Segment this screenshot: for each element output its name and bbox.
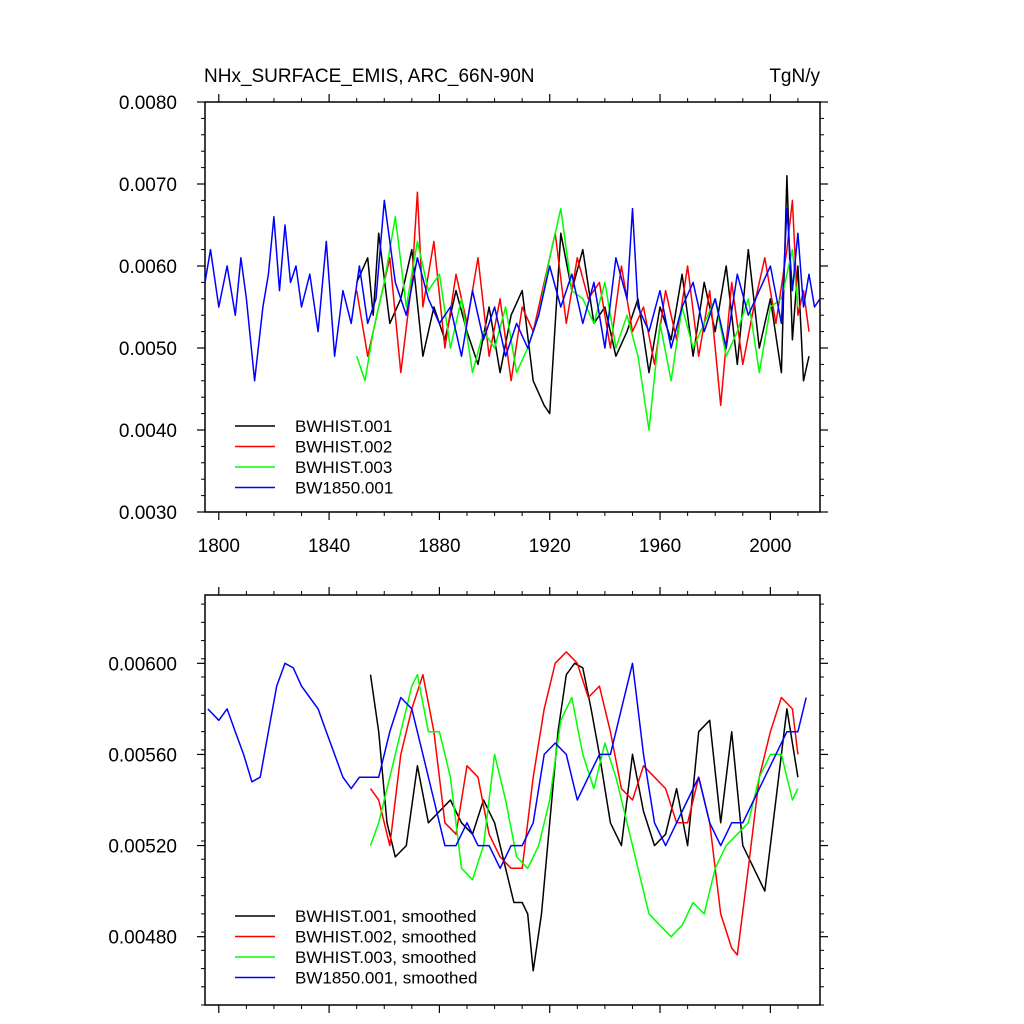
legend-label: BWHIST.002, smoothed xyxy=(295,928,476,947)
y-tick-label: 0.00480 xyxy=(108,928,177,949)
legend-label: BW1850.001, smoothed xyxy=(295,969,477,988)
x-tick-label: 1800 xyxy=(198,536,240,557)
legend-label: BWHIST.003 xyxy=(295,458,392,477)
plot-frame xyxy=(204,101,821,513)
legend-label: BWHIST.001, smoothed xyxy=(295,907,476,926)
y-tick-label: 0.0040 xyxy=(119,421,177,442)
y-tick-label: 0.0030 xyxy=(119,503,177,524)
plot-frame xyxy=(204,594,821,1006)
bottom-panel: 0.00480 0.00520 0.00560 0.00600 BWHIST.001,… xyxy=(108,587,828,1013)
x-tick-label: 1840 xyxy=(308,536,350,557)
tick-group: 0.00480 0.00520 0.00560 0.00600 xyxy=(108,587,828,1013)
x-tick-label: 1880 xyxy=(418,536,460,557)
y-tick-label: 0.0080 xyxy=(119,93,177,114)
legend-label: BW1850.001 xyxy=(295,479,393,498)
series-group xyxy=(204,175,821,431)
panel-title: NHx_SURFACE_EMIS, ARC_66N-90N xyxy=(204,66,535,87)
tick-group: 1800 1840 1880 1920 1960 2000 0.0030 0.0040 0.00… xyxy=(119,93,828,557)
legend: BWHIST.001, smoothed BWHIST.002, smoothed… xyxy=(235,907,477,988)
y-tick-label: 0.0070 xyxy=(119,175,177,196)
legend-label: BWHIST.003, smoothed xyxy=(295,948,476,967)
series-line-bw1850-001-smoothed xyxy=(207,662,807,870)
series-line-bwhist-003-smoothed xyxy=(369,673,799,938)
series-group xyxy=(207,651,807,972)
series-line-bwhist-001 xyxy=(356,175,810,415)
x-tick-label: 1960 xyxy=(639,536,681,557)
y-tick-label: 0.0060 xyxy=(119,257,177,278)
series-line-bwhist-001-smoothed xyxy=(369,662,799,972)
y-tick-label: 0.00560 xyxy=(108,745,177,766)
y-tick-label: 0.0050 xyxy=(119,339,177,360)
y-tick-label: 0.00520 xyxy=(108,837,177,858)
top-panel: NHx_SURFACE_EMIS, ARC_66N-90N TgN/y 1800… xyxy=(119,66,828,557)
legend-label: BWHIST.001 xyxy=(295,417,392,436)
series-line-bwhist-003 xyxy=(355,207,799,431)
series-line-bwhist-002-smoothed xyxy=(369,651,799,956)
x-tick-label: 2000 xyxy=(749,536,791,557)
legend-label: BWHIST.002 xyxy=(295,438,392,457)
units-label: TgN/y xyxy=(769,66,820,87)
x-tick-label: 1920 xyxy=(529,536,571,557)
y-tick-label: 0.00600 xyxy=(108,654,177,675)
series-line-bw1850-001 xyxy=(204,199,821,382)
